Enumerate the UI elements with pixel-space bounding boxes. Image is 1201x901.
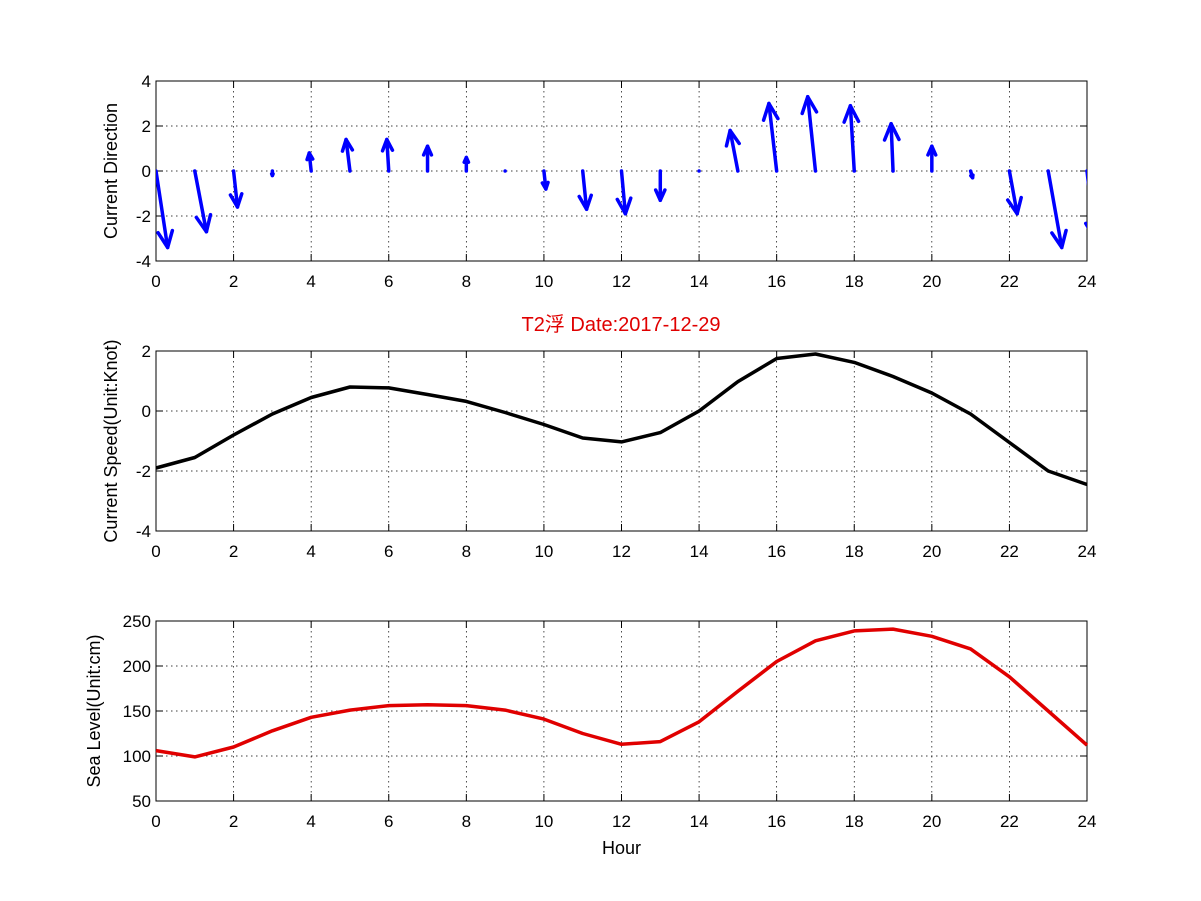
speed-ytick-label: 2 (142, 342, 151, 361)
direction-xtick-label: 6 (384, 272, 393, 291)
sea-level-xtick-label: 10 (534, 812, 553, 831)
direction-arrow (305, 151, 315, 173)
speed-xtick-label: 10 (534, 542, 553, 561)
speed-ytick-label: -4 (136, 522, 151, 541)
speed-xtick-label: 4 (306, 542, 315, 561)
direction-arrow (421, 144, 434, 173)
sea-level-xtick-label: 12 (612, 812, 631, 831)
sea-level-ytick-label: 100 (123, 747, 151, 766)
sea-level-ytick-label: 200 (123, 657, 151, 676)
direction-arrow (1005, 169, 1023, 216)
direction-arrow (540, 169, 550, 191)
speed-y-axis-label: Current Speed(Unit:Knot) (101, 339, 121, 542)
speed-xtick-label: 18 (845, 542, 864, 561)
chart-title: T2浮 Date:2017-12-29 (521, 313, 720, 336)
direction-arrow (615, 169, 633, 216)
speed-xtick-label: 20 (922, 542, 941, 561)
sea-level-ytick-label: 250 (123, 612, 151, 631)
direction-arrow (653, 169, 667, 202)
sea-level-xtick-label: 8 (462, 812, 471, 831)
sea-level-xtick-label: 16 (767, 812, 786, 831)
direction-arrow (156, 169, 175, 250)
direction-ytick-label: 2 (142, 117, 151, 136)
sea-level-ytick-label: 50 (132, 792, 151, 811)
sea-level-xtick-label: 24 (1078, 812, 1097, 831)
direction-y-axis-label: Current Direction (101, 103, 121, 239)
direction-xtick-label: 12 (612, 272, 631, 291)
sea-level-xtick-label: 6 (384, 812, 393, 831)
speed-ytick-label: 0 (142, 402, 151, 421)
sea-level-xtick-label: 22 (1000, 812, 1019, 831)
speed-xtick-label: 22 (1000, 542, 1019, 561)
speed-xtick-label: 6 (384, 542, 393, 561)
direction-arrow (462, 155, 471, 173)
direction-arrow (968, 169, 975, 180)
direction-arrow (926, 144, 938, 173)
direction-ytick-label: -2 (136, 207, 151, 226)
direction-arrow (761, 101, 780, 173)
sea-level-xtick-label: 2 (229, 812, 238, 831)
direction-xtick-label: 18 (845, 272, 864, 291)
direction-xtick-label: 16 (767, 272, 786, 291)
direction-arrow (842, 104, 861, 173)
direction-xtick-label: 14 (690, 272, 709, 291)
speed-xtick-label: 14 (690, 542, 709, 561)
speed-xtick-label: 24 (1078, 542, 1097, 561)
speed-xtick-label: 16 (767, 542, 786, 561)
sea-level-y-axis-label: Sea Level(Unit:cm) (84, 634, 104, 787)
direction-xtick-label: 10 (534, 272, 553, 291)
direction-arrow (800, 95, 819, 173)
direction-arrow (1046, 169, 1068, 250)
direction-ytick-label: -4 (136, 252, 151, 271)
direction-xtick-label: 20 (922, 272, 941, 291)
direction-xtick-label: 2 (229, 272, 238, 291)
sea-level-ytick-label: 150 (123, 702, 151, 721)
direction-arrow (228, 169, 244, 209)
direction-arrow (882, 122, 901, 173)
direction-ytick-label: 0 (142, 162, 151, 181)
direction-xtick-label: 24 (1078, 272, 1097, 291)
direction-arrow (1084, 169, 1087, 229)
direction-xtick-label: 8 (462, 272, 471, 291)
speed-xtick-label: 8 (462, 542, 471, 561)
direction-arrow (340, 137, 355, 173)
sea-level-xtick-label: 14 (690, 812, 709, 831)
speed-xtick-label: 12 (612, 542, 631, 561)
direction-xtick-label: 22 (1000, 272, 1019, 291)
direction-arrow (193, 169, 213, 234)
speed-xtick-label: 0 (151, 542, 160, 561)
direction-xtick-label: 4 (306, 272, 315, 291)
speed-ytick-label: -2 (136, 462, 151, 481)
direction-arrow (577, 169, 594, 211)
sea-level-xtick-label: 0 (151, 812, 160, 831)
sea-level-x-axis-label: Hour (602, 838, 641, 858)
direction-arrow (724, 128, 741, 173)
direction-arrow (269, 169, 275, 178)
direction-xtick-label: 0 (151, 272, 160, 291)
direction-ytick-label: 4 (142, 72, 151, 91)
sea-level-xtick-label: 18 (845, 812, 864, 831)
direction-arrow (380, 137, 395, 173)
sea-level-xtick-label: 20 (922, 812, 941, 831)
direction-vectors (156, 95, 1087, 250)
speed-xtick-label: 2 (229, 542, 238, 561)
sea-level-xtick-label: 4 (306, 812, 315, 831)
